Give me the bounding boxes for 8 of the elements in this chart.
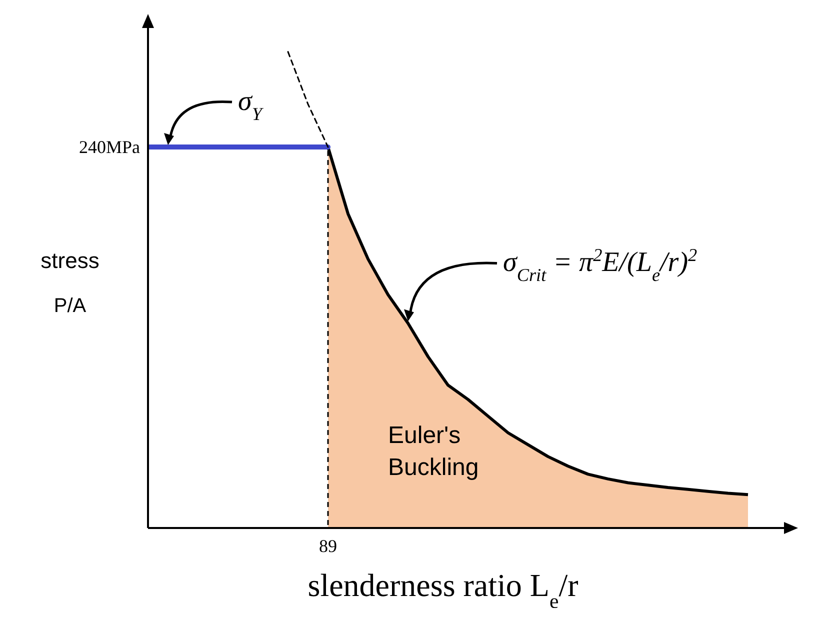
annotation: σ$_{Crit}$ = π$^{2}$E/(L$_{e}$/r)$^{2}$ (503, 245, 698, 286)
text: P/A (54, 295, 87, 317)
text: 240MPa (78, 137, 140, 158)
text: 89 (319, 536, 337, 556)
annotation: σ$_{Y}$ (238, 86, 264, 124)
annotation: Euler's Buckling (388, 422, 479, 481)
x-axis-title: slenderness ratio L$_{e}$/r (308, 567, 579, 612)
y-axis-title: stress (40, 248, 100, 273)
